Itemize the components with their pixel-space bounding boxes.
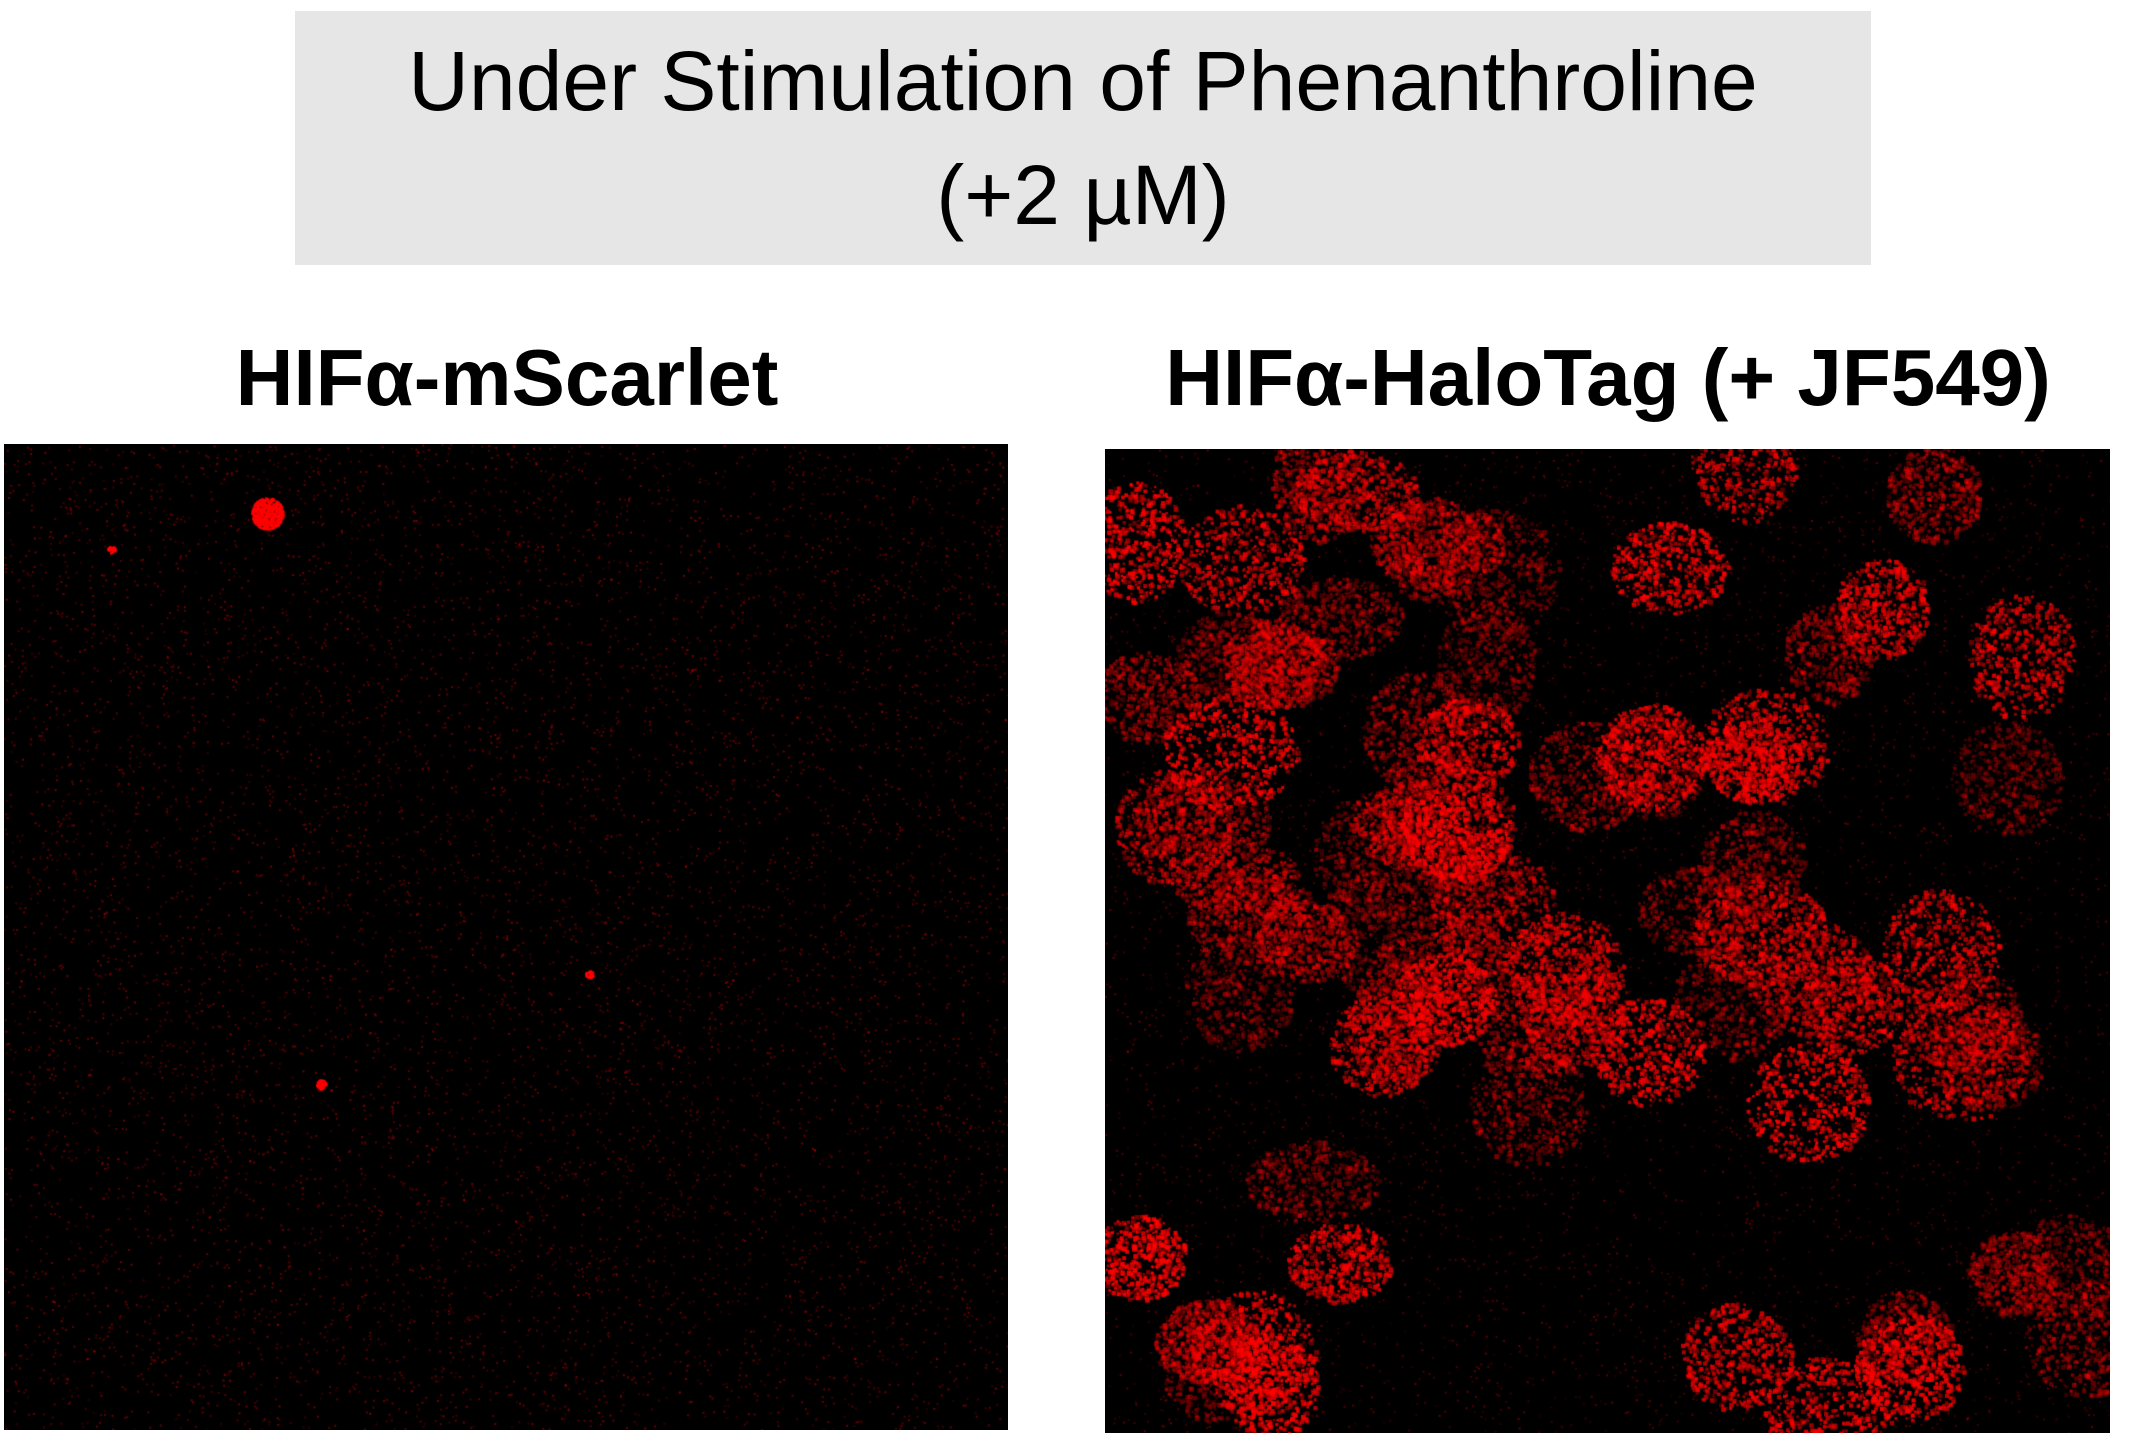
figure-title-line2: (+2 µM) <box>936 148 1230 242</box>
panel-label-halotag: HIFα-HaloTag (+ JF549) <box>1165 333 2051 422</box>
figure-title-line1: Under Stimulation of Phenanthroline <box>408 34 1758 128</box>
panel-label-mscarlet: HIFα-mScarlet <box>235 333 779 422</box>
figure-title-box: Under Stimulation of Phenanthroline (+2 … <box>295 11 1871 265</box>
micrograph-mscarlet <box>4 444 1008 1430</box>
micrograph-halotag <box>1105 449 2110 1433</box>
